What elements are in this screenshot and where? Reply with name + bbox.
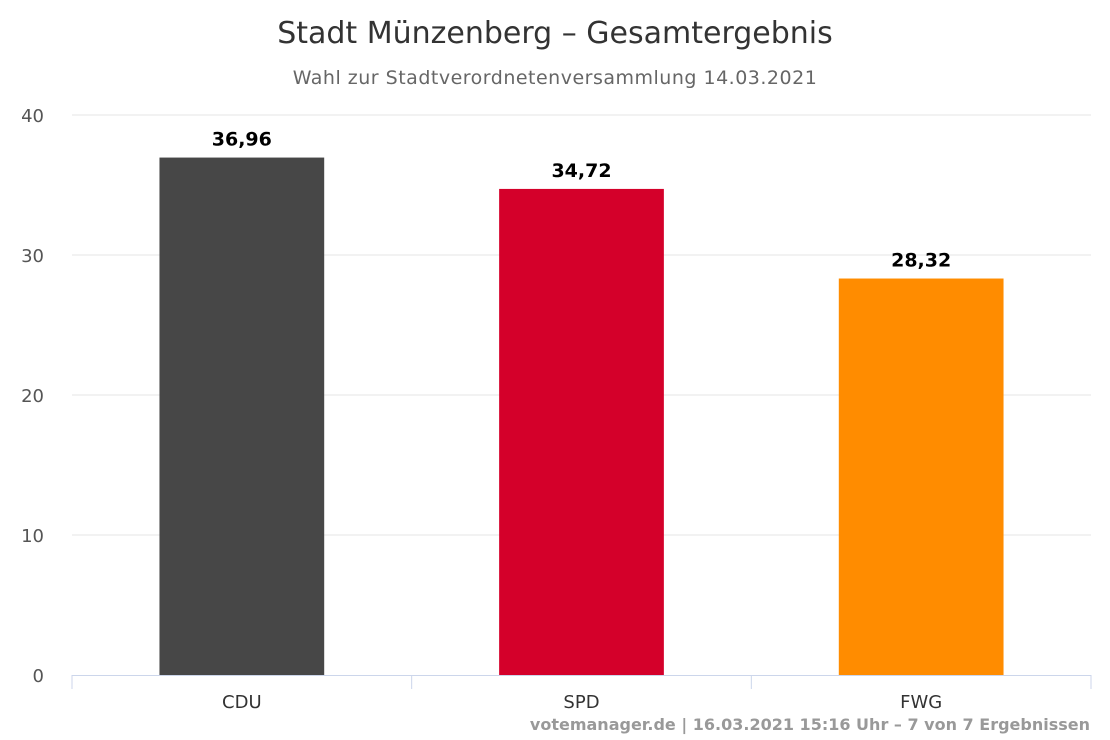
chart-title: Stadt Münzenberg – Gesamtergebnis (277, 16, 833, 51)
bar-fwg[interactable] (838, 278, 1004, 675)
y-tick-label: 20 (21, 386, 44, 407)
y-tick-label: 40 (21, 106, 44, 127)
credits-text[interactable]: votemanager.de | 16.03.2021 15:16 Uhr – … (530, 715, 1090, 735)
x-tick-label: CDU (222, 692, 262, 713)
y-tick-label: 30 (21, 246, 44, 267)
x-tick-label: FWG (900, 692, 942, 713)
x-tick-label: SPD (563, 692, 599, 713)
data-label: 36,96 (212, 129, 272, 151)
data-label: 34,72 (551, 160, 611, 182)
bar-spd[interactable] (499, 188, 664, 676)
y-tick-label: 0 (33, 666, 44, 687)
chart-subtitle: Wahl zur Stadtverordnetenversammlung 14.… (293, 67, 818, 89)
bar-cdu[interactable] (159, 157, 325, 675)
y-tick-label: 10 (21, 526, 44, 547)
x-axis: CDU SPD FWG (71, 675, 1092, 713)
y-axis-ticks: 0 10 20 30 40 (21, 106, 44, 687)
data-label: 28,32 (891, 250, 951, 272)
bars (159, 157, 1004, 676)
data-labels: 36,96 34,72 28,32 (212, 129, 951, 272)
